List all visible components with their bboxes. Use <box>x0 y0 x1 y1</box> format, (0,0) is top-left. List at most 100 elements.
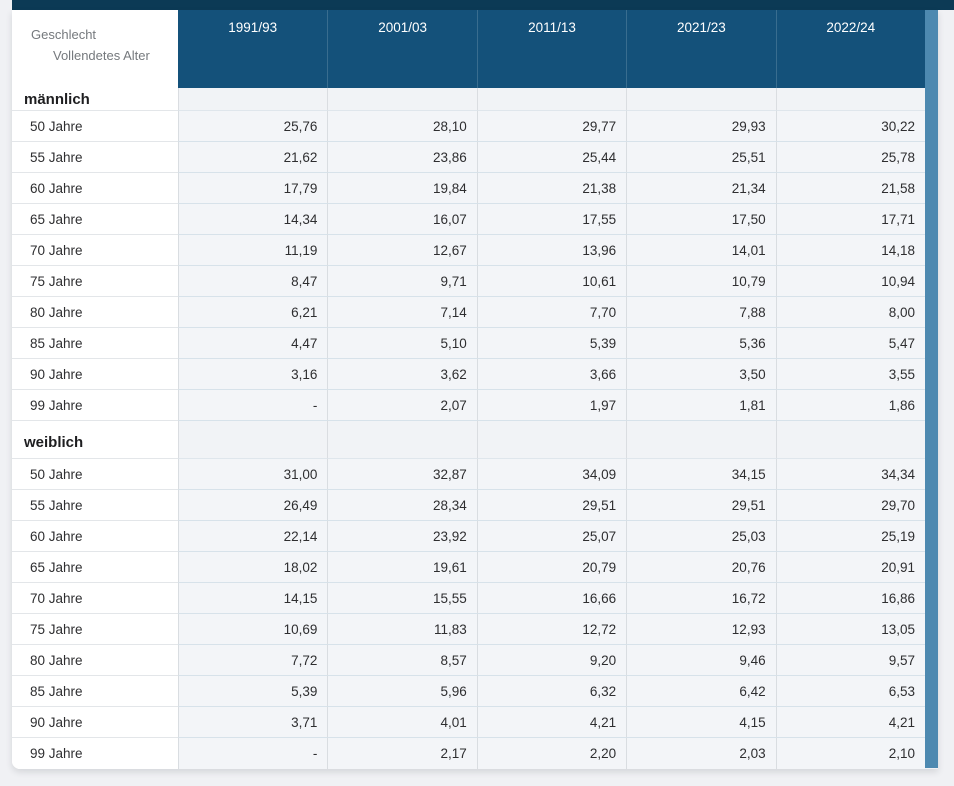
row-label-age: 50 Jahre <box>12 111 178 142</box>
column-header-period: 2021/23 <box>626 10 776 88</box>
value-cell: 20,76 <box>626 552 776 583</box>
value-cell: 10,61 <box>476 266 627 297</box>
value-cell: 7,70 <box>476 297 627 328</box>
value-cell: 8,57 <box>327 645 477 676</box>
value-cell: 7,88 <box>626 297 776 328</box>
value-cell: 3,71 <box>178 707 328 738</box>
row-label-age: 99 Jahre <box>12 738 178 769</box>
section-row-empty-cell <box>775 421 925 459</box>
value-cell: 1,81 <box>626 390 776 421</box>
value-cell: 4,21 <box>775 707 925 738</box>
value-cell: 21,34 <box>626 173 776 204</box>
value-cell: 29,51 <box>626 490 776 521</box>
value-cell: 13,96 <box>476 235 627 266</box>
value-cell: 1,86 <box>775 390 925 421</box>
value-cell: 21,62 <box>178 142 328 173</box>
column-header-period: 2001/03 <box>327 10 477 88</box>
value-cell: 34,15 <box>626 459 776 490</box>
value-cell: 2,20 <box>476 738 627 769</box>
value-cell: 5,96 <box>327 676 477 707</box>
value-cell: 21,38 <box>476 173 627 204</box>
row-label-age: 80 Jahre <box>12 645 178 676</box>
row-label-age: 90 Jahre <box>12 707 178 738</box>
value-cell: 12,67 <box>327 235 477 266</box>
value-cell: 22,14 <box>178 521 328 552</box>
life-expectancy-table: Geschlecht Vollendetes Alter 1991/93 2001… <box>12 10 925 769</box>
value-cell: 17,55 <box>476 204 627 235</box>
value-cell: 2,17 <box>327 738 477 769</box>
value-cell: 5,36 <box>626 328 776 359</box>
value-cell: 25,76 <box>178 111 328 142</box>
value-cell: 2,03 <box>626 738 776 769</box>
section-row-empty-cell <box>626 421 776 459</box>
value-cell: 29,77 <box>476 111 627 142</box>
value-cell: 16,66 <box>476 583 627 614</box>
row-label-age: 55 Jahre <box>12 142 178 173</box>
value-cell: 5,39 <box>178 676 328 707</box>
value-cell: 15,55 <box>327 583 477 614</box>
value-cell: 10,69 <box>178 614 328 645</box>
value-cell: 3,66 <box>476 359 627 390</box>
value-cell: 5,10 <box>327 328 477 359</box>
value-cell: 11,19 <box>178 235 328 266</box>
value-cell: 3,16 <box>178 359 328 390</box>
value-cell: 31,00 <box>178 459 328 490</box>
column-header-period: 2022/24 <box>775 10 925 88</box>
section-row-empty-cell <box>626 88 776 111</box>
value-cell: 17,50 <box>626 204 776 235</box>
section-row-empty-cell <box>327 88 477 111</box>
vertical-scrollbar-track <box>925 10 938 768</box>
section-row-empty-cell <box>178 88 328 111</box>
value-cell: 8,47 <box>178 266 328 297</box>
value-cell: 6,21 <box>178 297 328 328</box>
value-cell: 9,71 <box>327 266 477 297</box>
value-cell: 4,47 <box>178 328 328 359</box>
corner-label-geschlecht: Geschlecht <box>31 27 97 42</box>
value-cell: 6,53 <box>775 676 925 707</box>
value-cell: 4,01 <box>327 707 477 738</box>
row-label-age: 70 Jahre <box>12 235 178 266</box>
value-cell: - <box>178 738 328 769</box>
row-label-age: 75 Jahre <box>12 614 178 645</box>
row-label-age: 99 Jahre <box>12 390 178 421</box>
value-cell: 21,58 <box>775 173 925 204</box>
value-cell: 2,07 <box>327 390 477 421</box>
value-cell: 25,07 <box>476 521 627 552</box>
value-cell: 23,92 <box>327 521 477 552</box>
value-cell: 19,61 <box>327 552 477 583</box>
value-cell: 9,57 <box>775 645 925 676</box>
vertical-scrollbar-thumb[interactable] <box>925 10 938 768</box>
row-label-age: 70 Jahre <box>12 583 178 614</box>
value-cell: 9,20 <box>476 645 627 676</box>
row-label-age: 75 Jahre <box>12 266 178 297</box>
value-cell: 6,32 <box>476 676 627 707</box>
value-cell: 4,21 <box>476 707 627 738</box>
value-cell: 16,07 <box>327 204 477 235</box>
value-cell: 10,94 <box>775 266 925 297</box>
value-cell: 3,50 <box>626 359 776 390</box>
value-cell: 7,14 <box>327 297 477 328</box>
value-cell: 25,03 <box>626 521 776 552</box>
row-label-age: 65 Jahre <box>12 552 178 583</box>
value-cell: 8,00 <box>775 297 925 328</box>
table-top-bar <box>12 0 954 10</box>
value-cell: 12,72 <box>476 614 627 645</box>
value-cell: 2,10 <box>775 738 925 769</box>
value-cell: 30,22 <box>775 111 925 142</box>
corner-header-cell: Geschlecht Vollendetes Alter <box>12 10 178 88</box>
section-row-label: weiblich <box>12 421 178 459</box>
value-cell: 26,49 <box>178 490 328 521</box>
section-row-empty-cell <box>178 421 328 459</box>
value-cell: 14,01 <box>626 235 776 266</box>
statistics-table-container: Geschlecht Vollendetes Alter 1991/93 2001… <box>12 10 938 769</box>
column-header-period: 2011/13 <box>476 10 627 88</box>
value-cell: 18,02 <box>178 552 328 583</box>
row-label-age: 60 Jahre <box>12 521 178 552</box>
value-cell: 29,93 <box>626 111 776 142</box>
row-label-age: 60 Jahre <box>12 173 178 204</box>
value-cell: 14,34 <box>178 204 328 235</box>
value-cell: 25,44 <box>476 142 627 173</box>
value-cell: 29,70 <box>775 490 925 521</box>
value-cell: 25,78 <box>775 142 925 173</box>
value-cell: 16,86 <box>775 583 925 614</box>
